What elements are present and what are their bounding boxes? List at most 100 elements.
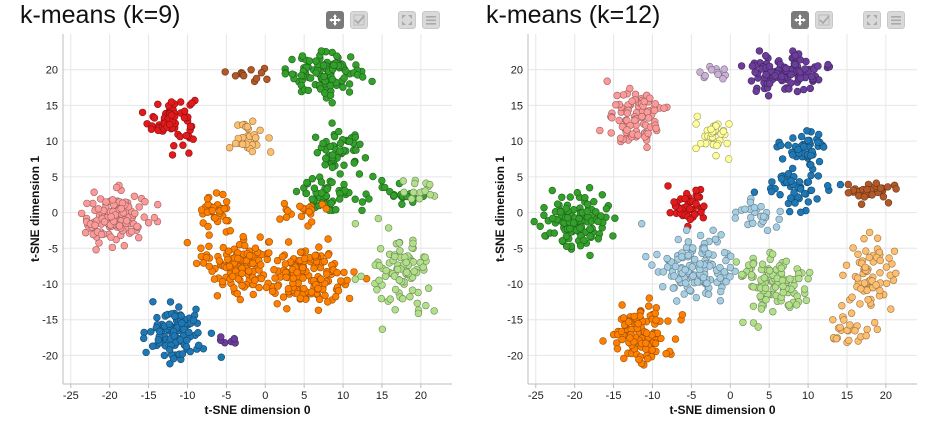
- scatter-point: [330, 132, 339, 141]
- scatter-point: [323, 185, 331, 193]
- scatter-point: [714, 70, 722, 79]
- scatter-point: [630, 312, 639, 321]
- scatter-point: [608, 114, 616, 122]
- check-icon[interactable]: [815, 11, 833, 29]
- move-arrows-icon[interactable]: [326, 11, 344, 29]
- scatter-point: [154, 100, 162, 109]
- x-tick-label: -10: [180, 390, 196, 402]
- scatter-point: [215, 257, 224, 265]
- scatter-point: [336, 170, 344, 178]
- scatter-point: [107, 213, 115, 221]
- scatter-point: [308, 175, 317, 183]
- scatter-point: [536, 222, 544, 231]
- scatter-point: [857, 200, 866, 208]
- scatter-point: [154, 336, 163, 344]
- scatter-point: [716, 274, 725, 282]
- y-tick-label: 5: [52, 172, 58, 184]
- scatter-point: [189, 316, 198, 324]
- scatter-point: [171, 312, 179, 320]
- scatter-point: [144, 219, 153, 227]
- scatter-point: [752, 87, 760, 96]
- scatter-point: [873, 234, 882, 242]
- scatter-point: [800, 85, 808, 94]
- scatter-point: [699, 273, 708, 282]
- scatter-point: [320, 257, 329, 266]
- scatter-point: [224, 247, 233, 255]
- scatter-point: [623, 109, 632, 117]
- scatter-point: [310, 184, 319, 192]
- scatter-point: [844, 180, 852, 189]
- x-tick-label: -5: [686, 390, 696, 402]
- move-arrows-icon[interactable]: [791, 11, 809, 29]
- scatter-point: [644, 355, 652, 363]
- scatter-point: [756, 292, 764, 300]
- scatter-point: [801, 65, 809, 73]
- scatter-plot-k12[interactable]: -25 -20 -15 -10 -5 0 5 10 15 20 20 15 10 5 0 -5 -10 -15 -2…: [465, 0, 930, 422]
- scatter-point: [751, 68, 759, 77]
- scatter-point: [778, 175, 786, 183]
- scatter-point: [330, 61, 338, 69]
- scatter-point: [652, 124, 660, 133]
- scatter-point: [333, 52, 341, 60]
- scatter-point: [361, 154, 370, 162]
- scatter-point: [586, 251, 594, 260]
- hamburger-menu-icon[interactable]: [422, 11, 440, 29]
- scatter-point: [775, 215, 783, 224]
- scatter-point: [323, 270, 331, 278]
- scatter-point: [303, 178, 311, 187]
- scatter-point: [682, 279, 690, 287]
- expand-icon[interactable]: [398, 11, 416, 29]
- scatter-point: [186, 122, 195, 131]
- scatter-point: [590, 198, 598, 206]
- scatter-point: [804, 136, 812, 145]
- scatter-point: [224, 255, 232, 264]
- scatter-point: [238, 281, 246, 290]
- scatter-point: [876, 286, 884, 295]
- y-axis-label: t-SNE dimension 1: [493, 156, 507, 262]
- scatter-point: [727, 252, 735, 260]
- scatter-point: [326, 142, 335, 151]
- scatter-point: [107, 233, 115, 241]
- scatter-point: [340, 180, 348, 189]
- scatter-point: [671, 335, 680, 343]
- scatter-point: [691, 255, 699, 264]
- x-tick-label: -25: [63, 390, 79, 402]
- scatter-point: [785, 301, 793, 309]
- scatter-point: [700, 202, 708, 210]
- x-tick-label: 0: [727, 390, 733, 402]
- expand-icon[interactable]: [863, 11, 881, 29]
- scatter-point: [262, 283, 271, 292]
- scatter-point: [147, 125, 156, 133]
- scatter-point: [815, 130, 823, 139]
- check-icon[interactable]: [350, 11, 368, 29]
- scatter-plot-k9[interactable]: -25 -20 -15 -10 -5 0 5 10 15 20 20 15 10 5 0 -5 -10 -15 -2…: [0, 0, 465, 422]
- scatter-point: [796, 185, 805, 193]
- scatter-point: [390, 272, 399, 280]
- chart-title: k-means (k=9): [20, 1, 181, 29]
- scatter-point: [692, 144, 700, 153]
- scatter-point: [566, 225, 574, 233]
- scatter-point: [324, 235, 332, 243]
- scatter-point: [317, 47, 326, 55]
- scatter-point: [336, 139, 345, 148]
- scatter-point: [355, 170, 364, 178]
- hamburger-menu-icon[interactable]: [887, 11, 905, 29]
- scatter-point: [765, 62, 774, 71]
- scatter-point: [882, 263, 891, 271]
- scatter-point: [558, 193, 566, 202]
- scatter-point: [824, 182, 832, 190]
- scatter-point: [424, 284, 433, 292]
- scatter-point: [284, 238, 293, 246]
- scatter-point: [583, 207, 592, 216]
- scatter-point: [550, 229, 559, 237]
- scatter-point: [739, 318, 747, 327]
- scatter-point: [108, 196, 117, 204]
- x-tick-label: -15: [606, 390, 622, 402]
- scatter-point: [815, 157, 824, 166]
- y-tick-label: 10: [511, 136, 523, 148]
- scatter-point: [787, 70, 795, 79]
- scatter-point: [832, 335, 841, 343]
- scatter-point: [598, 191, 607, 199]
- scatter-point: [845, 336, 853, 345]
- scatter-point: [713, 141, 721, 150]
